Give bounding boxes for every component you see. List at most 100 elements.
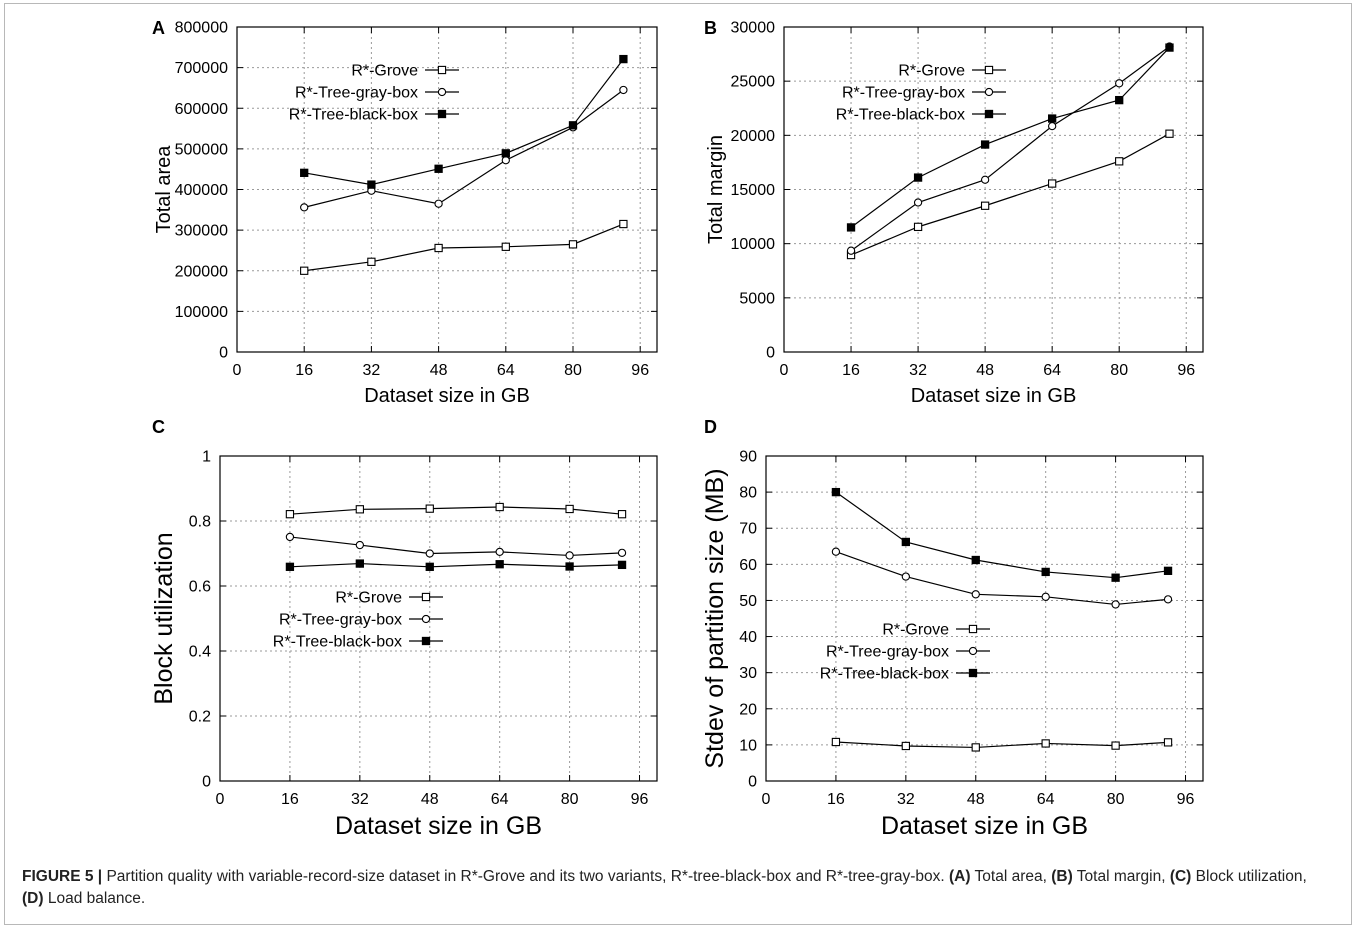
- caption-part-a: Total area,: [970, 868, 1052, 885]
- x-tick-label: 16: [842, 362, 860, 379]
- y-tick-label: 0: [219, 345, 228, 362]
- legend-label: R*-Tree-gray-box: [279, 612, 402, 629]
- chart-panel-a: 0 16 32 48 64 80 96 0 100000 200000 300000 400000 50…: [152, 18, 658, 407]
- data-point: [367, 180, 376, 189]
- x-tick-label: 32: [897, 791, 915, 808]
- data-point: [1048, 121, 1057, 131]
- x-axis-label: Dataset size in GB: [335, 812, 542, 840]
- data-point: [971, 743, 980, 752]
- caption-part-b: Total margin,: [1072, 868, 1170, 885]
- data-point: [1115, 79, 1124, 88]
- data-point: [617, 560, 627, 570]
- data-point: [285, 532, 295, 542]
- y-tick-label: 20000: [731, 128, 776, 145]
- chart-panel-d: 0 16 32 48 64 80 96 0 10 20 30 40 50 60 70 80 90 Dataset …: [701, 417, 1204, 840]
- y-tick-label: 800000: [175, 20, 228, 37]
- data-point: [425, 504, 434, 513]
- data-point: [434, 164, 443, 173]
- data-point: [355, 559, 364, 568]
- caption-text: Partition quality with variable-record-s…: [102, 868, 949, 885]
- plot-frame: [765, 455, 1204, 782]
- x-tick-label: 48: [976, 362, 994, 379]
- y-axis-label: Block utilization: [150, 532, 178, 704]
- data-point: [495, 502, 504, 512]
- legend-label: R*-Grove: [898, 63, 965, 80]
- data-point: [495, 547, 504, 557]
- data-point: [434, 243, 443, 253]
- panel-label: A: [152, 18, 165, 38]
- data-point: [1165, 43, 1174, 52]
- data-point: [367, 257, 376, 266]
- legend-marker: [968, 646, 978, 656]
- data-point: [1048, 114, 1057, 123]
- series-r-tree-black-box: [285, 559, 627, 571]
- data-point: [901, 537, 910, 547]
- data-point: [617, 548, 627, 557]
- series-r-grove: [831, 737, 1173, 752]
- x-tick-label: 64: [1043, 362, 1061, 379]
- data-point: [980, 140, 990, 149]
- y-tick-label: 25000: [731, 74, 776, 91]
- y-tick-label: 0: [202, 774, 211, 791]
- data-point: [831, 547, 841, 556]
- legend-label: R*-Tree-black-box: [836, 107, 965, 124]
- data-point: [1115, 95, 1124, 105]
- data-point: [501, 149, 510, 158]
- legend-marker: [984, 65, 994, 75]
- y-tick-label: 40: [739, 629, 757, 646]
- x-axis-label: Dataset size in GB: [911, 385, 1077, 407]
- legend-marker: [437, 109, 447, 119]
- figure-caption: FIGURE 5 | Partition quality with variab…: [22, 866, 1332, 910]
- legend-label: R*-Tree-black-box: [289, 107, 418, 124]
- y-tick-label: 500000: [175, 141, 228, 158]
- series-line: [289, 562, 623, 568]
- chart-panel-b: 0 16 32 48 64 80 96 0 5000 10000 15000 20000 25000 30…: [704, 18, 1204, 407]
- x-tick-label: 16: [295, 362, 313, 379]
- y-tick-label: 400000: [175, 182, 228, 199]
- data-point: [501, 242, 510, 251]
- series-line: [289, 506, 623, 515]
- y-tick-label: 10: [739, 737, 757, 754]
- series-r-tree-gray-box: [285, 532, 627, 560]
- series-line: [835, 491, 1169, 579]
- x-tick-label: 80: [564, 362, 582, 379]
- caption-part-d: Load balance.: [43, 890, 146, 907]
- x-tick-label: 96: [631, 362, 649, 379]
- data-point: [1165, 129, 1174, 138]
- data-point: [913, 173, 923, 182]
- data-point: [980, 175, 990, 184]
- x-tick-label: 16: [281, 791, 299, 808]
- data-point: [300, 203, 309, 212]
- series-line: [304, 223, 624, 272]
- series-r-tree-gray-box: [846, 42, 1174, 255]
- data-point: [971, 555, 980, 565]
- y-tick-label: 0.2: [189, 709, 211, 726]
- y-tick-label: 50: [739, 593, 757, 610]
- legend-label: R*-Tree-gray-box: [826, 644, 949, 661]
- y-axis-label: Stdev of partition size (MB): [701, 468, 729, 768]
- data-point: [971, 590, 980, 599]
- data-point: [617, 510, 627, 519]
- series-line: [835, 741, 1169, 749]
- data-point: [1163, 595, 1173, 604]
- panel-label: C: [152, 417, 165, 437]
- series-line: [850, 47, 1170, 228]
- x-tick-label: 16: [827, 791, 845, 808]
- data-point: [1041, 567, 1050, 577]
- data-point: [901, 741, 910, 751]
- data-point: [913, 198, 923, 207]
- data-point: [1111, 573, 1120, 582]
- data-point: [619, 219, 628, 229]
- y-axis-label: Total margin: [705, 135, 727, 244]
- series-r-tree-black-box: [300, 54, 628, 189]
- y-tick-label: 30: [739, 665, 757, 682]
- data-point: [425, 549, 434, 558]
- x-axis-label: Dataset size in GB: [881, 812, 1088, 840]
- legend-marker: [968, 668, 978, 678]
- data-point: [1163, 738, 1173, 747]
- y-tick-label: 0.6: [189, 579, 211, 596]
- x-tick-label: 64: [1037, 791, 1055, 808]
- data-point: [355, 505, 364, 514]
- caption-key-c: (C): [1169, 868, 1192, 885]
- data-point: [1115, 157, 1124, 166]
